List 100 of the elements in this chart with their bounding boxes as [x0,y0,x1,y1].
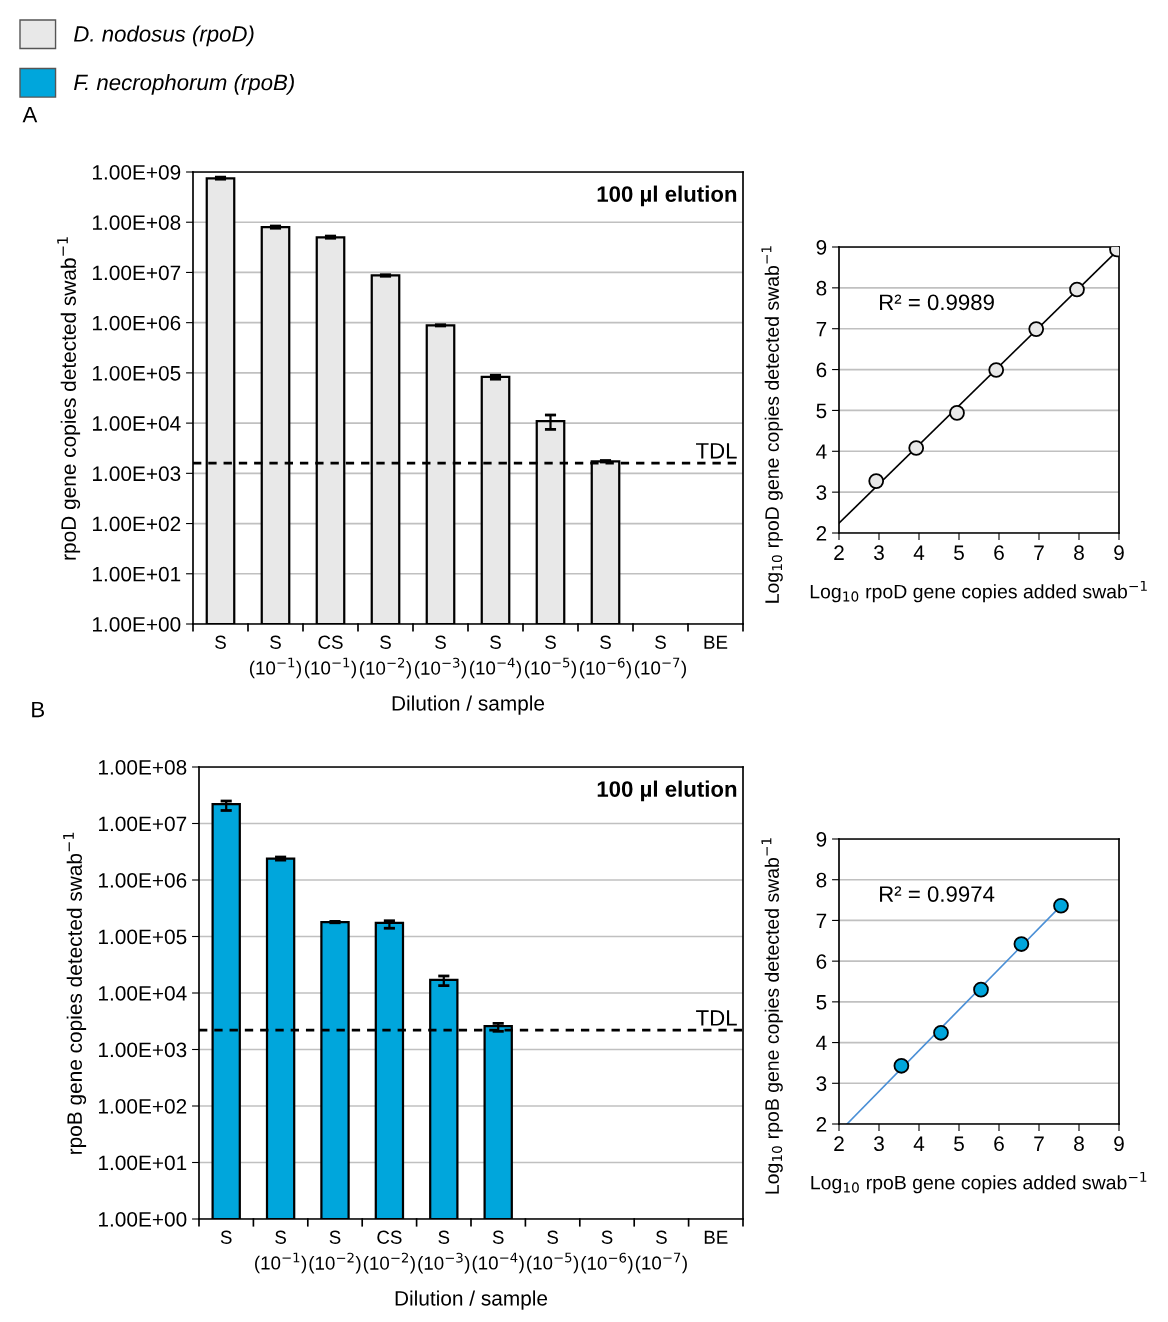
y-tick-label: 8 [816,280,827,296]
y-tick-label: 5 [816,995,827,1010]
x-tick-label: S (10$^{−5}$) [527,1230,579,1274]
point [988,362,1005,378]
x-tick-label: S (10$^{−5}$) [524,635,576,679]
y-tick-label: 9 [816,240,827,255]
point [1053,897,1069,914]
x-tick-label: 9 [1114,545,1124,561]
y-tick-label: 1.00E+07 [93,265,181,281]
y-tick-label: 6 [816,362,827,378]
point [868,473,885,489]
x-axis-title: Log$_{10}$ rpoB gene copies added swab$^{−1}$ [811,1171,1147,1194]
y-tick-label: 1.00E+05 [93,365,181,381]
y-tick-label: 4 [816,444,827,459]
y-tick-label: 3 [816,1076,827,1092]
x-tick-label: BE [704,635,728,649]
y-tick-label: 1.00E+02 [93,516,181,532]
x-tick-label: 6 [994,545,1004,561]
x-tick-label: CS (10$^{−1}$) [304,635,356,679]
point [973,981,989,998]
x-tick-label: 7 [1034,1136,1044,1151]
y-tick-label: 1.00E+09 [93,165,181,180]
x-tick-label: 9 [1114,1136,1124,1152]
annotation: 100 µl elution [597,185,737,207]
x-tick-label: 7 [1034,545,1044,560]
y-tick-label: 1.00E+03 [99,1042,187,1058]
x-tick-label: 4 [913,545,925,560]
text: B [32,701,45,718]
annotation: R² = 0.9989 [880,294,994,311]
x-tick-label: 3 [874,545,884,561]
x-tick-label: 8 [1074,545,1084,561]
x-tick-label: S (10$^{−4}$) [472,1230,524,1274]
x-tick-label: S [215,635,226,649]
y-tick-label: 6 [816,954,827,969]
x-tick-label: 3 [874,1136,884,1152]
x-tick-label: 2 [834,545,844,560]
y-tick-label: 2 [816,526,827,541]
y-axis-title: Log$_{10}$ rpoD gene copies detected swab$^{−1}$ [761,246,783,603]
y-axis-title: Log$_{10}$ rpoB gene copies detected swab$^{−1}$ [761,838,783,1194]
x-tick-label: S (10$^{−1}$) [255,1230,307,1274]
point [893,1057,910,1074]
x-tick-label: S (10$^{−2}$) [359,635,411,679]
x-tick-label: BE [704,1230,728,1244]
x-tick-label: S (10$^{−4}$) [469,635,521,679]
x-tick-label: S (10$^{−1}$) [249,635,301,679]
x-tick-label: 8 [1074,1136,1084,1152]
annotation: R² = 0.9974 [880,886,995,902]
x-tick-label: 2 [834,1136,844,1151]
ref-line-label: TDL [696,1010,737,1026]
y-tick-label: 1.00E+04 [93,416,181,431]
y-tick-label: 1.00E+00 [99,1212,187,1227]
legend-label: D. nodosus (rpoD) [74,25,254,47]
point [1069,281,1085,298]
x-axis-title: Dilution / sample [392,695,545,715]
y-tick-label: 1.00E+08 [99,760,187,775]
x-tick-label: S (10$^{−6}$) [581,1230,633,1274]
y-tick-label: 1.00E+06 [93,315,181,331]
x-tick-label: CS (10$^{−2}$) [363,1230,415,1274]
y-tick-label: 9 [816,832,827,847]
point [933,1024,949,1041]
legend-label: F. necrophorum (rpoB) [74,74,294,95]
annotation: 100 µl elution [597,780,737,802]
x-tick-label: S (10$^{−3}$) [414,635,466,679]
x-tick-label: 6 [994,1136,1004,1152]
x-tick-label: S (10$^{−6}$) [579,635,631,679]
x-tick-label: 5 [954,545,964,561]
y-tick-label: 4 [816,1035,827,1051]
y-tick-label: 3 [816,485,827,500]
x-tick-label: S (10$^{−2}$) [309,1230,361,1274]
x-axis-title: Log$_{10}$ rpoD gene copies added swab$^{−1}$ [810,580,1147,603]
x-tick-label: S [220,1230,232,1244]
point [1013,936,1030,952]
y-tick-label: 1.00E+03 [93,466,181,482]
y-tick-label: 1.00E+00 [93,617,181,632]
x-axis-title: Dilution / sample [395,1290,548,1310]
text: A [22,106,38,123]
y-tick-label: 1.00E+01 [93,566,181,582]
x-tick-label: 4 [913,1136,925,1151]
y-tick-label: 1.00E+05 [99,929,187,945]
point [949,405,965,421]
y-tick-label: 1.00E+07 [99,816,187,832]
x-tick-label: S (10$^{−3}$) [418,1230,470,1274]
y-tick-label: 1.00E+02 [99,1099,187,1114]
y-axis-title: rpoB gene copies detected swab$^{−1}$ [63,832,87,1154]
y-tick-label: 8 [816,872,827,888]
y-tick-label: 1.00E+08 [93,215,181,230]
y-tick-label: 2 [816,1117,827,1132]
y-tick-label: 1.00E+04 [99,986,187,1001]
y-tick-label: 7 [816,321,827,337]
ref-line-label: TDL [696,443,737,459]
y-tick-label: 7 [816,913,827,928]
y-axis-title: rpoD gene copies detected swab$^{−1}$ [57,237,81,560]
y-tick-label: 1.00E+06 [99,873,187,888]
x-tick-label: S (10$^{−7}$) [635,1230,687,1274]
x-tick-label: S (10$^{−7}$) [634,635,686,679]
point [908,440,925,456]
x-tick-label: 5 [954,1136,964,1152]
y-tick-label: 1.00E+01 [99,1155,187,1171]
y-tick-label: 5 [816,403,827,419]
point [1028,321,1045,337]
